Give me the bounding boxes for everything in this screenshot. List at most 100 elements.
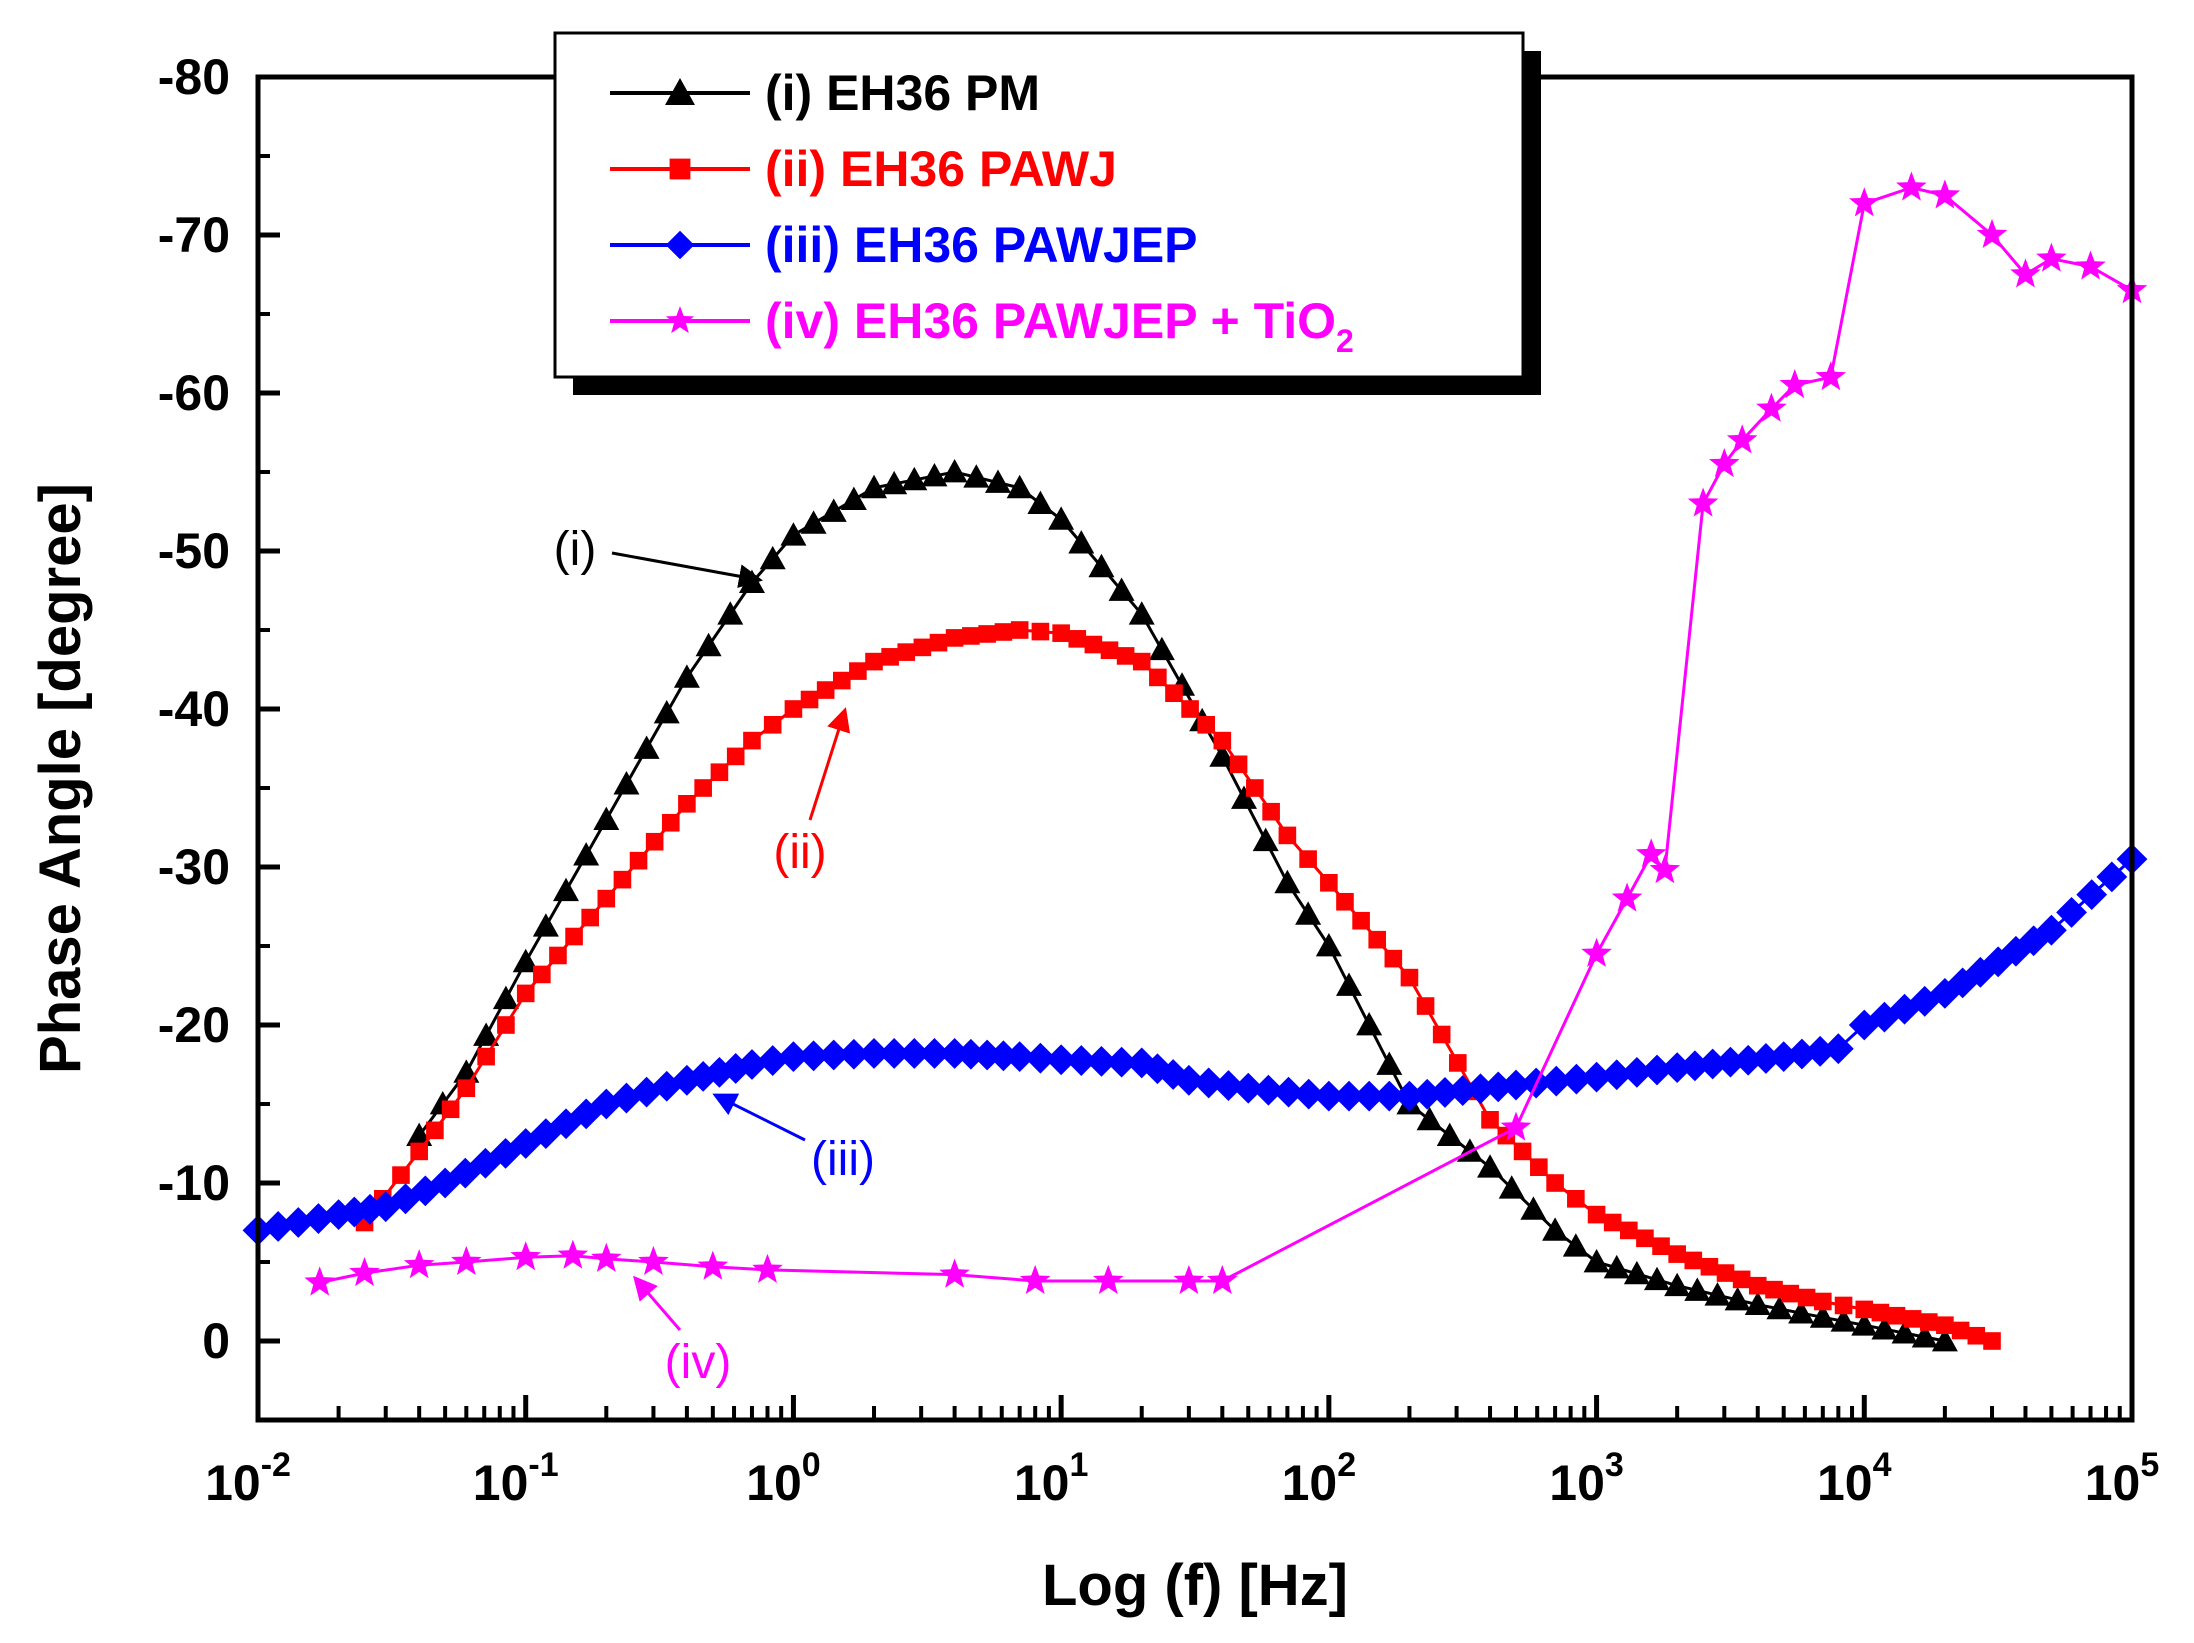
square-marker: [1668, 1245, 1686, 1263]
triangle-marker: [1871, 1316, 1898, 1340]
diamond-marker: [631, 1076, 662, 1108]
triangle-marker: [1744, 1291, 1771, 1316]
triangle-marker: [1436, 1122, 1463, 1146]
square-marker: [849, 662, 867, 680]
square-marker: [1165, 684, 1183, 702]
diamond-marker: [1193, 1067, 1225, 1099]
diamond-marker: [1869, 1001, 1900, 1033]
square-marker: [994, 623, 1013, 641]
square-marker: [1748, 1276, 1767, 1295]
square-marker: [800, 690, 819, 709]
triangle-marker: [759, 545, 786, 570]
square-marker: [784, 700, 803, 718]
diamond-marker: [1232, 1072, 1264, 1104]
star-marker: [1093, 1264, 1124, 1294]
square-marker: [1052, 624, 1070, 642]
diamond-marker: [919, 1038, 950, 1069]
star-marker: [1581, 937, 1612, 967]
annotation-arrow: [611, 551, 763, 589]
x-tick-base: 10: [2085, 1455, 2141, 1511]
square-marker: [1213, 731, 1232, 750]
x-tick-base: 10: [205, 1455, 261, 1511]
triangle-marker: [665, 78, 695, 105]
diamond-marker: [354, 1193, 386, 1225]
x-tick-exponent: 2: [1337, 1446, 1356, 1484]
square-marker: [1368, 930, 1387, 949]
star-marker: [591, 1242, 622, 1272]
star-marker: [697, 1250, 729, 1280]
legend-entry: (iv) EH36 PAWJEP + TiO2: [610, 293, 1354, 359]
triangle-marker: [1108, 577, 1135, 601]
star-marker: [451, 1245, 482, 1275]
star-marker: [1779, 369, 1811, 399]
diamond-marker: [1253, 1074, 1284, 1106]
triangle-marker: [1830, 1308, 1857, 1332]
triangle-marker: [901, 466, 928, 491]
triangle-marker: [613, 771, 640, 795]
square-marker: [978, 625, 996, 643]
diamond-marker: [1353, 1080, 1385, 1112]
diamond-marker: [1561, 1063, 1592, 1095]
square-marker: [1700, 1257, 1719, 1276]
legend-label-main: (iv) EH36 PAWJEP + TiO: [765, 293, 1336, 349]
y-tick-label: -20: [158, 997, 230, 1053]
triangle-marker: [1231, 785, 1258, 809]
square-marker: [763, 716, 782, 734]
square-marker: [1068, 630, 1087, 648]
square-marker: [1352, 911, 1370, 930]
diamond-marker: [858, 1038, 890, 1069]
series-3: [242, 843, 2148, 1246]
y-tick-label: -70: [158, 207, 230, 263]
diamond-marker: [1482, 1071, 1514, 1103]
x-tick-label: 10-1: [473, 1446, 559, 1511]
triangle-marker: [1006, 474, 1033, 499]
series-line: [363, 628, 1993, 1343]
annotation-label: (iii): [811, 1133, 875, 1186]
legend-entry: (i) EH36 PM: [610, 65, 1040, 121]
diamond-marker: [409, 1175, 441, 1207]
square-marker: [1652, 1237, 1670, 1255]
triangle-marker: [780, 522, 807, 546]
square-marker: [645, 832, 664, 851]
star-marker: [1896, 171, 1927, 201]
diamond-marker: [1732, 1044, 1764, 1076]
triangle-marker: [1336, 972, 1363, 996]
diamond-marker: [1157, 1059, 1189, 1090]
diamond-marker: [665, 230, 695, 260]
star-marker: [1849, 187, 1880, 217]
star-marker: [1173, 1264, 1205, 1294]
square-marker: [1181, 700, 1199, 718]
square-marker: [816, 681, 835, 699]
triangle-marker: [1623, 1260, 1650, 1285]
y-tick-label: -40: [158, 681, 230, 737]
triangle-marker: [1048, 506, 1075, 530]
square-marker: [694, 779, 712, 797]
diamond-marker: [1273, 1076, 1304, 1108]
triangle-marker: [1477, 1154, 1504, 1178]
triangle-marker: [881, 470, 908, 495]
star-marker: [1929, 179, 1961, 209]
diamond-marker: [1333, 1080, 1365, 1112]
square-marker: [743, 731, 761, 750]
legend-label-subscript: 2: [1336, 323, 1354, 359]
diamond-marker: [1106, 1046, 1137, 1078]
triangle-marker: [840, 486, 867, 511]
diamond-marker: [838, 1038, 870, 1070]
x-tick-base: 10: [1014, 1455, 1070, 1511]
diamond-marker: [1822, 1033, 1854, 1065]
square-marker: [1299, 850, 1317, 868]
triangle-marker: [1911, 1324, 1938, 1348]
triangle-marker: [1542, 1217, 1569, 1241]
triangle-marker: [653, 699, 680, 724]
diamond-marker: [1581, 1061, 1612, 1093]
triangle-marker: [406, 1122, 433, 1146]
triangle-marker: [1376, 1051, 1403, 1075]
triangle-marker: [1252, 827, 1279, 852]
square-marker: [392, 1166, 410, 1184]
square-marker: [1620, 1221, 1638, 1240]
diamond-marker: [1173, 1064, 1205, 1096]
diamond-marker: [704, 1057, 735, 1088]
diamond-marker: [687, 1060, 719, 1092]
square-marker: [1781, 1284, 1800, 1303]
